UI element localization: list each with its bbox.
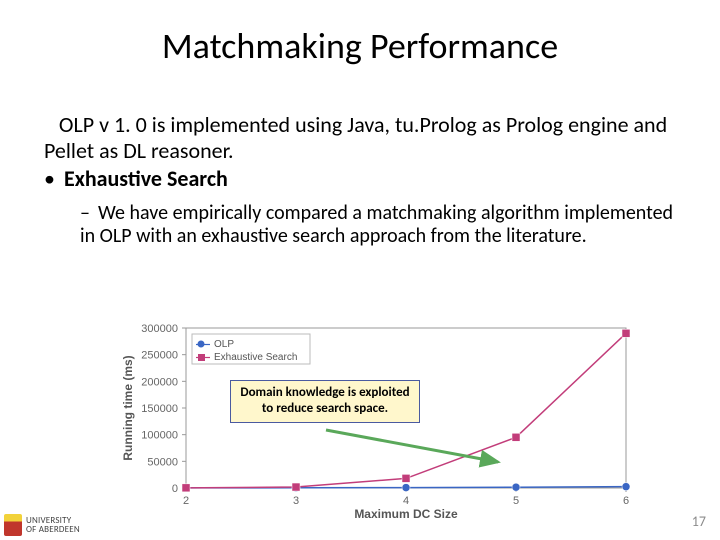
- slide-body: OLP v 1. 0 is implemented using Java, tu…: [44, 112, 684, 249]
- intro-paragraph: OLP v 1. 0 is implemented using Java, tu…: [44, 112, 684, 164]
- bullet-marker: •: [44, 166, 64, 192]
- bullet-label: Exhaustive Search: [64, 165, 228, 192]
- svg-text:200000: 200000: [141, 376, 178, 388]
- svg-text:300000: 300000: [141, 323, 178, 335]
- svg-text:Exhaustive Search: Exhaustive Search: [214, 352, 297, 363]
- svg-text:Running time (ms): Running time (ms): [121, 355, 135, 460]
- callout-box: Domain knowledge is exploited to reduce …: [230, 380, 420, 423]
- sub-bullet-text: We have empirically compared a matchmaki…: [80, 201, 673, 249]
- slide-title: Matchmaking Performance: [0, 24, 720, 68]
- crest-icon: [4, 514, 22, 536]
- svg-text:3: 3: [293, 495, 299, 507]
- svg-text:100000: 100000: [141, 430, 178, 442]
- logo-line2: OF ABERDEEN: [26, 525, 80, 534]
- svg-text:2: 2: [183, 495, 189, 507]
- svg-text:6: 6: [623, 495, 629, 507]
- callout-text: Domain knowledge is exploited to reduce …: [240, 385, 409, 416]
- university-logo: UNIVERSITY OF ABERDEEN: [4, 514, 80, 536]
- svg-text:250000: 250000: [141, 350, 178, 362]
- svg-text:150000: 150000: [141, 403, 178, 415]
- sub-bullet: –We have empirically compared a matchmak…: [80, 202, 684, 249]
- svg-text:OLP: OLP: [214, 339, 234, 350]
- svg-text:4: 4: [403, 495, 409, 507]
- svg-text:0: 0: [172, 483, 178, 495]
- svg-text:Maximum DC Size: Maximum DC Size: [354, 507, 458, 520]
- intro-text: OLP v 1. 0 is implemented using Java, tu…: [44, 111, 667, 164]
- logo-text: UNIVERSITY OF ABERDEEN: [26, 516, 80, 534]
- sub-bullet-marker: –: [80, 202, 98, 226]
- bullet-exhaustive: •Exhaustive Search: [44, 166, 684, 192]
- svg-text:5: 5: [513, 495, 519, 507]
- page-number: 17: [692, 513, 706, 530]
- svg-text:50000: 50000: [147, 456, 178, 468]
